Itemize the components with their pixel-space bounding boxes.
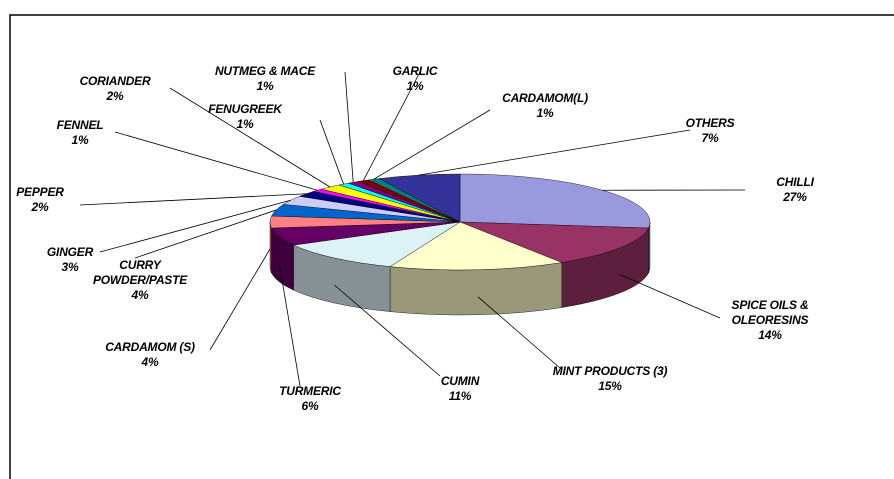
slice-name: SPICE OILS & OLEORESINS <box>731 298 809 327</box>
slice-label: CORIANDER 2% <box>70 74 160 104</box>
slice-name: PEPPER <box>16 185 64 199</box>
leader-line <box>319 119 344 185</box>
slice-value: 2% <box>106 89 124 103</box>
pie-slice <box>459 173 651 229</box>
slice-label: CUMIN 11% <box>420 374 500 404</box>
leader-line <box>477 296 561 369</box>
slice-name: GARLIC <box>392 64 438 78</box>
slice-value: 3% <box>61 260 79 274</box>
pie-slice <box>292 221 461 267</box>
slice-label: MINT PRODUCTS (3) 15% <box>535 364 685 394</box>
slice-value: 1% <box>406 79 424 93</box>
leader-line <box>373 109 491 180</box>
leader-line <box>99 199 291 253</box>
slice-label: SPICE OILS & OLEORESINS 14% <box>705 298 835 343</box>
slice-label: TURMERIC 6% <box>265 384 355 414</box>
slice-label: CARDAMOM (S) 4% <box>90 340 210 370</box>
slice-label: FENUGREEK 1% <box>200 102 290 132</box>
slice-label: GARLIC 1% <box>385 64 445 94</box>
slice-name: CUMIN <box>440 374 480 388</box>
leader-line <box>620 274 721 319</box>
leader-line <box>134 209 277 259</box>
leader-line <box>418 129 691 176</box>
slice-value: 1% <box>256 79 274 93</box>
slice-value: 11% <box>448 389 472 403</box>
slice-value: 2% <box>31 200 49 214</box>
pie-side <box>648 221 651 274</box>
slice-name: CORIANDER <box>79 74 151 88</box>
slice-value: 15% <box>598 379 622 393</box>
slice-label: CHILLI 27% <box>750 175 840 205</box>
leader-line <box>344 71 354 183</box>
slice-label: GINGER 3% <box>35 245 105 275</box>
pie-slice <box>459 221 649 263</box>
slice-value: 1% <box>236 117 254 131</box>
pie-side <box>389 262 563 316</box>
leader-line <box>79 193 307 206</box>
slice-name: GINGER <box>46 245 94 259</box>
slice-value: 4% <box>141 355 159 369</box>
slice-name: CARDAMOM(L) <box>502 91 588 105</box>
slice-name: FENNEL <box>56 118 104 132</box>
slice-value: 27% <box>783 190 807 204</box>
slice-label: FENNEL 1% <box>50 118 110 148</box>
slice-value: 1% <box>71 133 89 147</box>
pie-slice <box>389 221 563 271</box>
slice-label: OTHERS 7% <box>675 116 745 146</box>
slice-value: 6% <box>301 399 319 413</box>
slice-label: PEPPER 2% <box>5 185 75 215</box>
leader-line <box>278 263 301 387</box>
leader-line <box>334 284 441 377</box>
leader-line <box>114 131 318 191</box>
slice-label: NUTMEG & MACE 1% <box>200 64 330 94</box>
slice-value: 7% <box>701 131 719 145</box>
slice-name: CARDAMOM (S) <box>105 340 195 354</box>
slice-name: CURRY POWDER/PASTE <box>92 258 188 287</box>
leader-line <box>362 71 421 181</box>
slice-name: FENUGREEK <box>208 102 282 116</box>
leader-line <box>169 87 331 188</box>
leader-line <box>209 248 271 351</box>
slice-name: MINT PRODUCTS (3) <box>552 364 668 378</box>
slice-name: CHILLI <box>776 175 814 189</box>
slice-value: 4% <box>131 288 149 302</box>
slice-value: 14% <box>758 328 782 342</box>
slice-name: OTHERS <box>685 116 735 130</box>
slice-name: NUTMEG & MACE <box>214 64 316 78</box>
slice-label: CARDAMOM(L) 1% <box>490 91 600 121</box>
pie-side <box>269 221 272 274</box>
slice-name: TURMERIC <box>279 384 341 398</box>
slice-value: 1% <box>536 106 554 120</box>
slice-label: CURRY POWDER/PASTE 4% <box>83 258 198 303</box>
